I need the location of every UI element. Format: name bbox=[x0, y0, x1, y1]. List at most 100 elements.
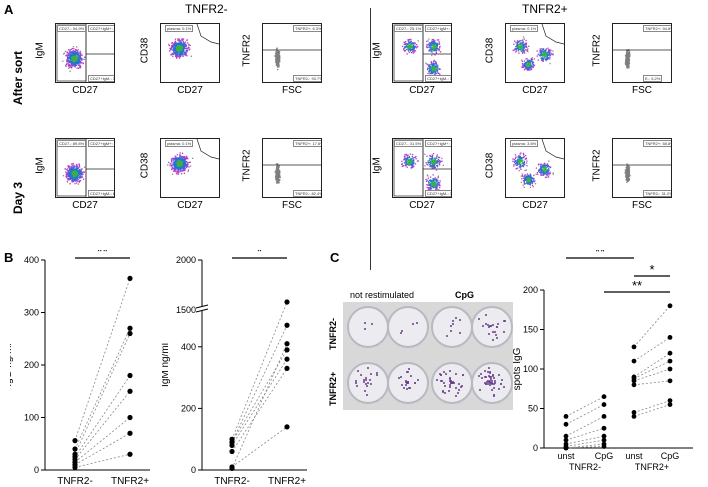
data-point bbox=[667, 358, 673, 364]
elispot-well bbox=[387, 362, 429, 404]
elispot-spot bbox=[398, 377, 401, 380]
elispot-spot bbox=[416, 321, 419, 324]
pair-line bbox=[231, 301, 288, 440]
gate-label: CD27+IgM-: 31.2% bbox=[425, 75, 451, 82]
elispot-spot bbox=[479, 388, 482, 391]
pair-line bbox=[231, 426, 288, 468]
data-point bbox=[631, 344, 637, 350]
facs-y-label: TNFR2 bbox=[241, 149, 253, 182]
y-tick-label: 0 bbox=[191, 465, 196, 475]
data-point bbox=[667, 335, 673, 340]
gate-label: CD27+IgM-: 36.1% bbox=[425, 190, 451, 197]
gate-label: CD27+IgM+: 0.9% bbox=[88, 25, 114, 32]
elispot-spot bbox=[414, 381, 417, 384]
elispot-spot bbox=[416, 379, 419, 382]
row-label-day-3: Day 3 bbox=[11, 181, 25, 214]
elispot-spot bbox=[490, 382, 493, 385]
elispot-spot bbox=[494, 331, 496, 334]
elispot-well bbox=[347, 362, 389, 404]
panel-b-letter: B bbox=[4, 250, 14, 265]
elispot-spot bbox=[449, 324, 452, 327]
elispot-spot bbox=[449, 379, 452, 382]
pair-line bbox=[565, 396, 605, 417]
pair-line bbox=[565, 404, 605, 425]
pair-line bbox=[74, 453, 131, 468]
facs-density bbox=[512, 24, 564, 71]
group-title-tnfr2-plus: TNFR2+ bbox=[522, 2, 568, 16]
elispot-spot bbox=[445, 334, 448, 337]
facs-plot: plasma: 3.6% bbox=[505, 138, 565, 198]
elispot-spot bbox=[364, 327, 367, 330]
elispot-spot bbox=[364, 383, 367, 386]
data-point bbox=[631, 410, 637, 415]
elispot-spot bbox=[458, 382, 461, 385]
pair-line bbox=[231, 358, 288, 446]
pair-line bbox=[74, 390, 131, 460]
elispot-spot bbox=[483, 381, 486, 384]
data-point bbox=[631, 358, 637, 364]
elispot-spot bbox=[502, 330, 505, 333]
gate-label: CD27-: 89.8% bbox=[57, 140, 87, 147]
pair-line bbox=[565, 435, 605, 445]
igg-chart: 0 100 200 300 400 IgG ng/ml TNFR2- TNFR2+ ** bbox=[10, 250, 150, 485]
elispot-spot bbox=[483, 369, 486, 372]
elispot-spot bbox=[457, 392, 459, 395]
elispot-spot bbox=[412, 323, 415, 326]
pair-line bbox=[74, 278, 131, 441]
gate-label: E-: 5.2% bbox=[643, 75, 663, 82]
elispot-spot bbox=[493, 393, 496, 396]
elispot-spot bbox=[402, 386, 405, 389]
axis-break-gap bbox=[196, 306, 208, 311]
facs-y-label: CD38 bbox=[484, 152, 496, 179]
facs-x-label: FSC bbox=[632, 85, 652, 96]
facs-y-label: IgM bbox=[371, 157, 383, 174]
elispot-spot bbox=[503, 320, 506, 323]
gate-label: CD27+IgM-: 3.1% bbox=[88, 75, 114, 82]
facs-x-label: FSC bbox=[632, 200, 652, 211]
elispot-spot bbox=[449, 369, 452, 372]
elispot-spot bbox=[496, 336, 499, 339]
data-point bbox=[667, 303, 673, 309]
elispot-spot bbox=[363, 321, 366, 324]
plate-header-not-restimulated: not restimulated bbox=[350, 290, 415, 300]
plate-row-tnfr2-plus: TNFR2+ bbox=[328, 371, 338, 406]
data-point bbox=[229, 464, 235, 470]
pair-line bbox=[231, 368, 288, 452]
elispot-spot bbox=[363, 378, 366, 381]
data-point bbox=[127, 388, 133, 394]
data-point bbox=[631, 382, 637, 388]
elispot-spot bbox=[366, 382, 369, 385]
gate-label: TNFR2+: 94.8% bbox=[643, 25, 671, 32]
elispot-spot bbox=[400, 375, 403, 378]
facs-density bbox=[512, 139, 564, 188]
y-tick-label: 100 bbox=[523, 364, 538, 374]
elispot-spot bbox=[436, 378, 439, 381]
data-point bbox=[229, 448, 235, 455]
significance-label: * bbox=[257, 250, 263, 259]
elispot-spot bbox=[371, 322, 374, 325]
group-label: TNFR2+ bbox=[635, 462, 669, 472]
elispot-well bbox=[471, 362, 513, 404]
y-axis-label: IgM ng/ml bbox=[162, 343, 171, 387]
elispot-spot bbox=[368, 378, 371, 381]
facs-density bbox=[56, 24, 114, 82]
facs-y-label: TNFR2 bbox=[241, 34, 253, 67]
gate-label: TNFR2-: 93.7% bbox=[293, 75, 321, 82]
elispot-spot bbox=[488, 333, 491, 336]
gate-label: TNFR2+: 68.8% bbox=[643, 140, 671, 147]
pair-line bbox=[565, 427, 605, 441]
y-tick-label: 0 bbox=[533, 443, 538, 453]
elispot-spot bbox=[448, 385, 451, 388]
data-point bbox=[601, 425, 607, 431]
elispot-spot bbox=[401, 384, 404, 387]
gate-label: TNFR2+: 17.6% bbox=[293, 140, 321, 147]
elispot-spot bbox=[453, 382, 456, 385]
pair-line bbox=[633, 368, 671, 382]
data-point bbox=[563, 433, 569, 439]
y-tick-label: 200 bbox=[181, 403, 196, 413]
gate-label: plasma: 0.1% bbox=[165, 140, 194, 147]
elispot-spot bbox=[405, 387, 408, 390]
elispot-spot bbox=[487, 366, 490, 369]
x-tick-label: TNFR2- bbox=[214, 476, 250, 485]
elispot-spot bbox=[461, 384, 464, 387]
